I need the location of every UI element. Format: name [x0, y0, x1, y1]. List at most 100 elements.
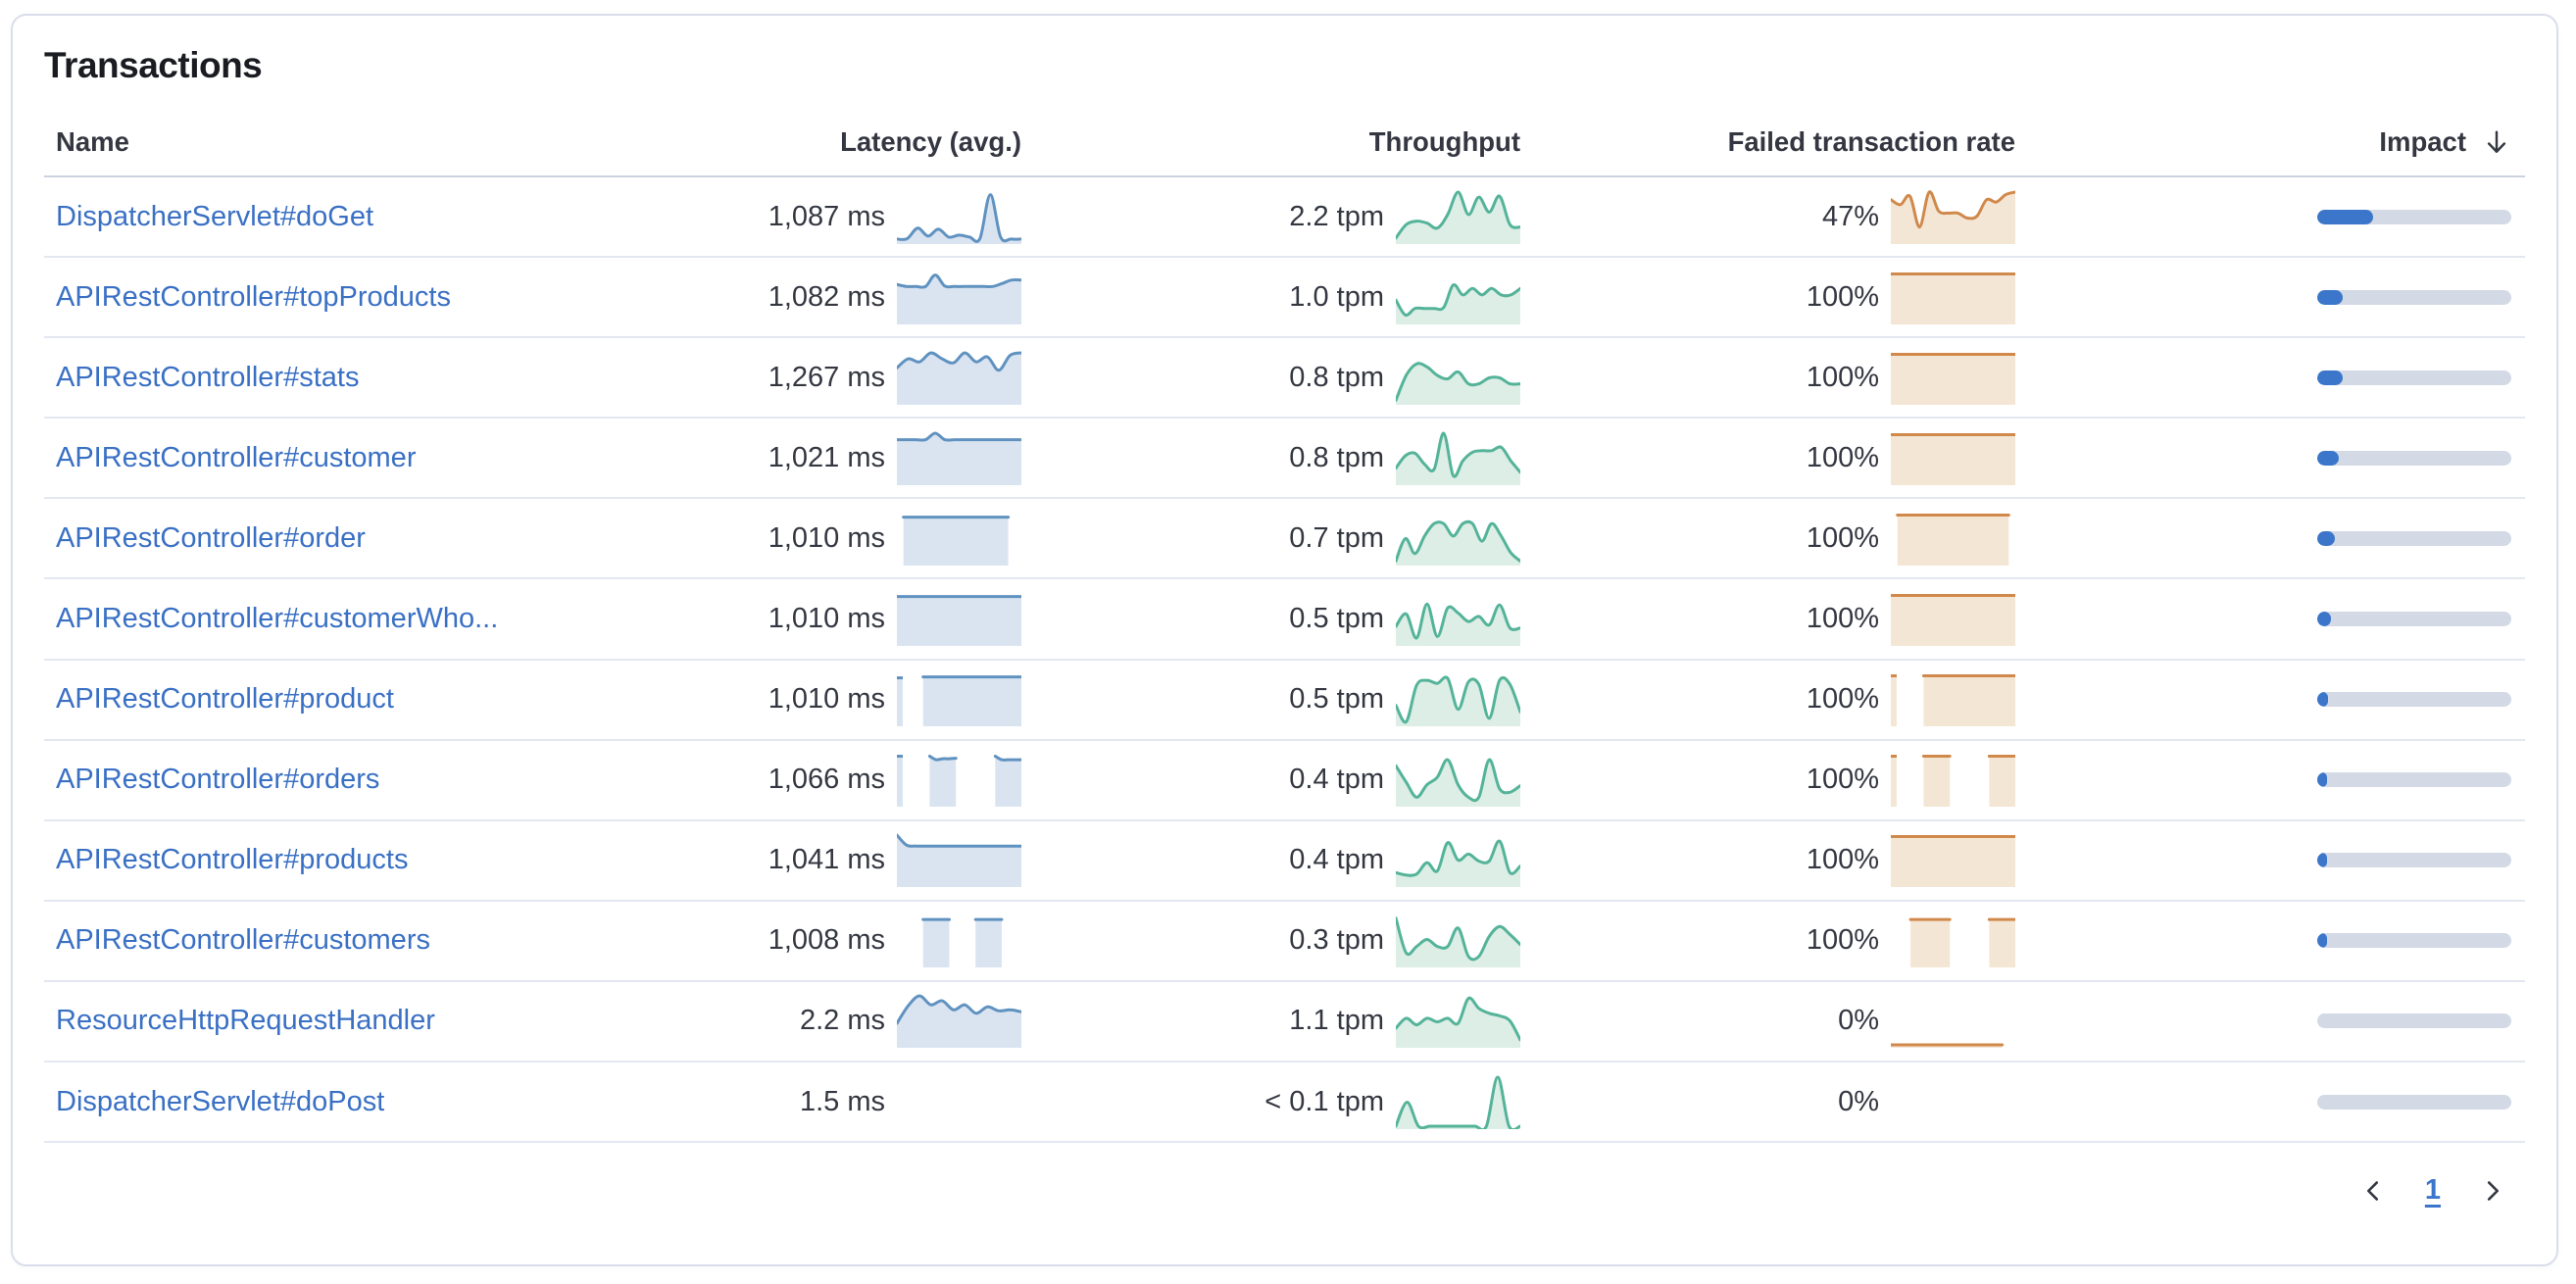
transaction-link[interactable]: DispatcherServlet#doGet — [56, 200, 373, 232]
latency-sparkline — [897, 675, 1021, 727]
page-1-link[interactable]: 1 — [2424, 1174, 2441, 1207]
table-row: APIRestController#stats 1,267 ms 0.8 tpm 10… — [44, 338, 2526, 420]
transaction-link[interactable]: APIRestController#customers — [56, 924, 430, 957]
transaction-link[interactable]: APIRestController#order — [56, 521, 366, 554]
latency-value: 1,010 ms — [768, 603, 885, 635]
transaction-link[interactable]: APIRestController#product — [56, 683, 394, 716]
failed-rate-sparkline — [1891, 674, 2015, 727]
chevron-left-icon — [2366, 1180, 2378, 1201]
table-row: APIRestController#product 1,010 ms 0.5 tpm… — [44, 661, 2525, 741]
failed-rate-value: 0% — [1838, 1085, 1879, 1117]
failed-rate-cell: 100% — [1520, 271, 2015, 324]
prev-page-button[interactable] — [2358, 1176, 2388, 1206]
table-row: APIRestController#topProducts 1,082 ms 1.0… — [44, 258, 2526, 339]
impact-bar-fill — [2317, 209, 2374, 224]
latency-sparkline — [897, 431, 1021, 485]
failed-rate-cell: 100% — [1520, 753, 2015, 808]
throughput-sparkline — [1396, 916, 1520, 968]
impact-cell — [2015, 289, 2526, 305]
latency-sparkline — [897, 192, 1021, 244]
transaction-link[interactable]: APIRestController#customerWho... — [56, 603, 499, 635]
next-page-button[interactable] — [2478, 1176, 2507, 1206]
failed-rate-value: 100% — [1806, 280, 1879, 313]
transaction-link[interactable]: ResourceHttpRequestHandler — [56, 1005, 435, 1037]
throughput-cell: 1.0 tpm — [1021, 271, 1520, 324]
throughput-cell: 0.3 tpm — [1021, 914, 1520, 968]
column-header-name-label: Name — [56, 125, 129, 157]
latency-value: 1,267 ms — [768, 361, 885, 393]
name-cell: DispatcherServlet#doPost — [44, 1086, 649, 1118]
impact-bar-fill — [2317, 289, 2344, 305]
failed-rate-sparkline — [1891, 1075, 2015, 1129]
latency-value: 1,010 ms — [768, 683, 885, 716]
impact-cell — [2015, 209, 2526, 224]
throughput-value: 0.8 tpm — [1289, 361, 1384, 393]
latency-value: 1,021 ms — [768, 441, 885, 473]
impact-bar — [2317, 530, 2511, 546]
impact-bar — [2317, 612, 2511, 627]
impact-bar — [2317, 370, 2511, 385]
throughput-cell: 0.5 tpm — [1021, 592, 1520, 647]
column-header-latency[interactable]: Latency (avg.) — [649, 126, 1021, 158]
table-header-row: Name Latency (avg.) Throughput Failed tr… — [44, 108, 2525, 177]
failed-rate-value: 100% — [1806, 361, 1879, 393]
transaction-link[interactable]: APIRestController#products — [56, 844, 409, 876]
name-cell: APIRestController#customers — [44, 924, 649, 957]
throughput-value: < 0.1 tpm — [1264, 1085, 1384, 1117]
throughput-sparkline — [1396, 431, 1520, 485]
column-header-failed-rate-label: Failed transaction rate — [1727, 125, 2015, 157]
column-header-failed-rate[interactable]: Failed transaction rate — [1520, 126, 2015, 158]
latency-sparkline — [897, 994, 1021, 1049]
table-row: APIRestController#order 1,010 ms 0.7 tpm 10… — [44, 499, 2525, 580]
failed-rate-value: 100% — [1806, 603, 1879, 635]
latency-cell: 1,010 ms — [649, 672, 1021, 727]
table-row: APIRestController#orders 1,066 ms 0.4 tpm 1… — [44, 741, 2525, 821]
latency-cell: 1,041 ms — [649, 833, 1021, 888]
latency-value: 1,066 ms — [768, 764, 885, 796]
latency-cell: 1,087 ms — [649, 190, 1021, 244]
impact-cell — [2015, 692, 2526, 708]
transactions-panel: Transactions Name Latency (avg.) Through… — [11, 14, 2558, 1266]
failed-rate-sparkline — [1891, 272, 2015, 324]
table-row: DispatcherServlet#doGet 1,087 ms 2.2 tpm 47… — [44, 177, 2526, 259]
failed-rate-cell: 100% — [1520, 351, 2015, 405]
transaction-link[interactable]: APIRestController#customer — [56, 441, 417, 473]
impact-cell — [2015, 612, 2526, 627]
transaction-link[interactable]: APIRestController#orders — [56, 764, 380, 796]
throughput-cell: 1.1 tpm — [1021, 994, 1520, 1049]
name-cell: APIRestController#orders — [44, 764, 649, 796]
impact-cell — [2015, 1013, 2526, 1029]
column-header-throughput[interactable]: Throughput — [1021, 126, 1520, 158]
throughput-cell: 0.7 tpm — [1021, 512, 1520, 566]
latency-cell: 1,010 ms — [649, 512, 1021, 566]
throughput-value: 0.3 tpm — [1289, 924, 1384, 957]
impact-cell — [2015, 370, 2526, 385]
impact-bar — [2317, 1094, 2511, 1110]
impact-bar-fill — [2317, 772, 2328, 788]
failed-rate-cell: 100% — [1520, 833, 2015, 888]
latency-cell: 2.2 ms — [649, 994, 1021, 1049]
transaction-link[interactable]: APIRestController#topProducts — [56, 280, 451, 313]
failed-rate-cell: 0% — [1520, 1075, 2015, 1129]
impact-bar-fill — [2317, 612, 2331, 627]
transaction-link[interactable]: APIRestController#stats — [56, 361, 360, 393]
throughput-value: 0.4 tpm — [1289, 844, 1384, 876]
chevron-right-icon — [2487, 1180, 2499, 1201]
failed-rate-cell: 0% — [1520, 994, 2015, 1049]
table-row: DispatcherServlet#doPost 1.5 ms < 0.1 tpm 0… — [44, 1062, 2525, 1144]
table-row: APIRestController#customer 1,021 ms 0.8 tp… — [44, 419, 2525, 500]
name-cell: APIRestController#customer — [44, 442, 649, 474]
latency-cell: 1,267 ms — [649, 351, 1021, 405]
latency-value: 1,087 ms — [768, 200, 885, 232]
failed-rate-cell: 47% — [1520, 189, 2015, 244]
latency-sparkline — [897, 833, 1021, 888]
throughput-value: 1.1 tpm — [1289, 1005, 1384, 1037]
impact-cell — [2015, 933, 2526, 949]
latency-sparkline — [897, 351, 1021, 405]
transaction-link[interactable]: DispatcherServlet#doPost — [56, 1085, 385, 1117]
throughput-value: 0.4 tpm — [1289, 764, 1384, 796]
column-header-impact[interactable]: Impact — [2015, 126, 2526, 158]
latency-cell: 1,066 ms — [649, 753, 1021, 808]
latency-cell: 1.5 ms — [649, 1075, 1021, 1129]
latency-cell: 1,010 ms — [649, 592, 1021, 647]
